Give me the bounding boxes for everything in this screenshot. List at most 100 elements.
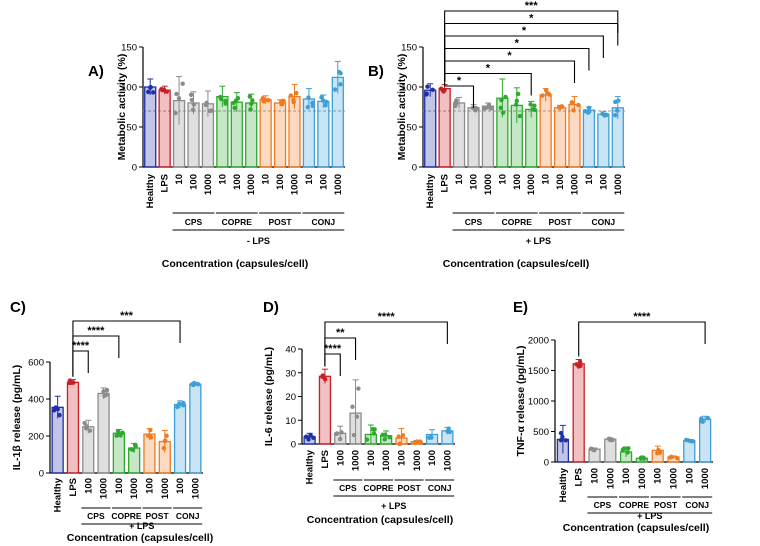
data-point bbox=[320, 373, 325, 378]
y-axis-label: Metabolic activity (%) bbox=[116, 54, 128, 161]
bar bbox=[481, 105, 495, 168]
data-point bbox=[83, 426, 89, 431]
x-tick-label: 1000 bbox=[412, 450, 423, 471]
bar bbox=[112, 432, 125, 474]
data-point bbox=[612, 113, 618, 118]
data-point bbox=[133, 443, 138, 449]
x-tick-label: 100 bbox=[175, 478, 186, 494]
y-tick-label: 2000 bbox=[528, 336, 549, 347]
data-point bbox=[425, 84, 430, 89]
x-tick-label: 100 bbox=[144, 478, 155, 494]
group-label: POST bbox=[268, 217, 292, 227]
data-point bbox=[120, 430, 125, 435]
significance-bracket bbox=[444, 60, 576, 83]
significance-label: * bbox=[486, 63, 491, 75]
data-point bbox=[164, 433, 169, 438]
data-point bbox=[260, 96, 266, 101]
data-point bbox=[429, 435, 434, 440]
data-point bbox=[453, 101, 459, 107]
bar bbox=[424, 89, 437, 168]
data-point bbox=[577, 359, 583, 365]
x-tick-label: 10 bbox=[217, 174, 228, 185]
data-point bbox=[571, 108, 576, 113]
x-tick-label: 100 bbox=[555, 174, 566, 190]
x-tick-label: 100 bbox=[684, 468, 695, 484]
bar bbox=[525, 108, 538, 168]
data-point bbox=[370, 427, 375, 432]
x-tick-label: 10 bbox=[454, 174, 465, 185]
data-point bbox=[114, 433, 119, 438]
data-point bbox=[232, 105, 237, 110]
bar bbox=[553, 107, 567, 168]
significance-label: * bbox=[507, 50, 512, 62]
group-label: CONJ bbox=[428, 483, 452, 493]
group-label: POST bbox=[654, 500, 678, 510]
data-point bbox=[304, 434, 309, 439]
data-point bbox=[150, 90, 156, 95]
group-label: CPS bbox=[185, 217, 203, 227]
data-point bbox=[104, 392, 110, 397]
data-point bbox=[311, 435, 316, 440]
data-point bbox=[413, 440, 418, 445]
x-tick-label: 10 bbox=[174, 174, 185, 185]
significance-label: * bbox=[522, 25, 527, 37]
data-point bbox=[641, 456, 647, 461]
data-point bbox=[319, 95, 324, 100]
bar bbox=[189, 383, 202, 474]
bar bbox=[683, 439, 696, 463]
x-tick-label: 100 bbox=[512, 174, 523, 190]
bar bbox=[259, 99, 272, 168]
group-caption: + LPS bbox=[637, 511, 662, 521]
bar bbox=[604, 438, 617, 463]
y-tick-label: 20 bbox=[285, 392, 296, 403]
data-point bbox=[513, 102, 519, 107]
panel-label: A) bbox=[88, 63, 104, 80]
data-point bbox=[400, 433, 406, 438]
data-point bbox=[514, 98, 519, 104]
x-tick-label: LPS bbox=[440, 174, 451, 192]
data-point bbox=[545, 91, 551, 96]
x-tick-label: 100 bbox=[189, 174, 200, 190]
chart-panel-d: D) 0 10 20 30 40 IL-6 release (pg/mL) Healthy LP… bbox=[263, 299, 455, 526]
significance-label: *** bbox=[525, 0, 539, 12]
x-tick-label: LPS bbox=[320, 450, 331, 468]
x-tick-label: 1000 bbox=[381, 450, 392, 471]
x-tick-label: 100 bbox=[366, 450, 377, 466]
y-tick-label: 500 bbox=[533, 427, 549, 438]
significance-label: * bbox=[515, 38, 520, 50]
data-point bbox=[129, 447, 134, 452]
y-tick-label: 400 bbox=[28, 395, 44, 406]
x-tick-label: 10 bbox=[261, 174, 272, 185]
significance-bracket bbox=[578, 321, 706, 357]
x-tick-label: Healthy bbox=[145, 173, 156, 208]
x-tick-label: 100 bbox=[590, 468, 601, 484]
significance-label: **** bbox=[633, 311, 651, 323]
data-point bbox=[356, 386, 361, 391]
group-label: CONJ bbox=[176, 511, 200, 521]
x-tick-label: Healthy bbox=[425, 173, 436, 208]
data-point bbox=[585, 110, 591, 115]
bar bbox=[467, 107, 480, 168]
significance-bracket bbox=[444, 35, 604, 82]
x-tick-label: 1000 bbox=[483, 174, 494, 195]
data-point bbox=[586, 105, 592, 111]
x-tick-label: 1000 bbox=[351, 450, 362, 471]
bar bbox=[572, 363, 585, 463]
data-point bbox=[218, 94, 223, 100]
data-point bbox=[338, 71, 343, 76]
data-point bbox=[626, 446, 631, 451]
bar bbox=[438, 87, 451, 168]
x-tick-label: 1000 bbox=[442, 450, 453, 471]
panel-label: D) bbox=[263, 299, 279, 316]
data-point bbox=[174, 91, 179, 97]
data-point bbox=[559, 104, 564, 109]
panel-label: C) bbox=[10, 299, 26, 316]
y-axis-label: IL-1β release (pg/mL) bbox=[11, 365, 23, 471]
x-tick-label: 1000 bbox=[637, 468, 648, 489]
group-label: POST bbox=[548, 217, 572, 227]
group-label: POST bbox=[146, 511, 170, 521]
x-tick-label: 1000 bbox=[290, 174, 301, 195]
y-tick-label: 1000 bbox=[528, 397, 549, 408]
data-point bbox=[190, 107, 196, 112]
data-point bbox=[278, 99, 284, 104]
